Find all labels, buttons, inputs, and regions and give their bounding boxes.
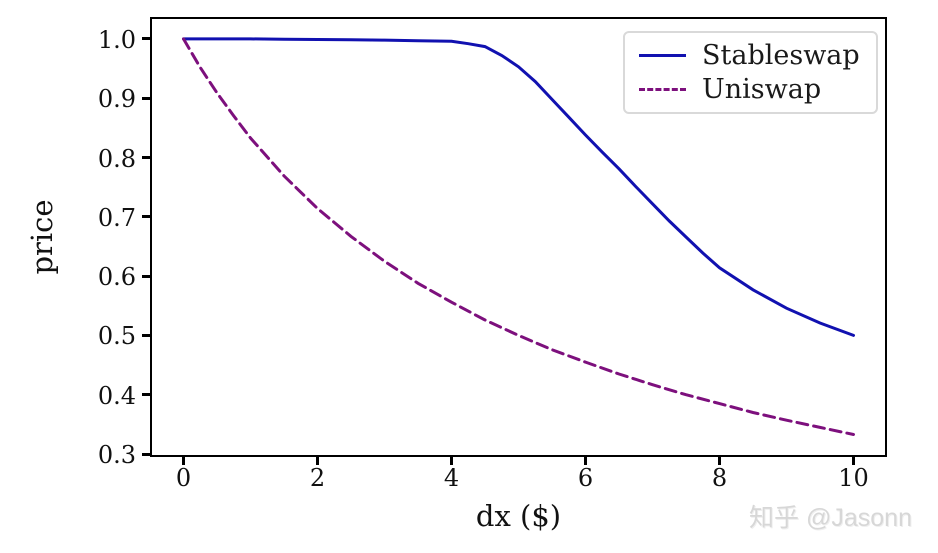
y-tick-label: 1.0: [97, 25, 136, 54]
stableswap-line-swatch: [639, 54, 686, 58]
x-tick-mark: [182, 457, 185, 465]
x-tick-label: 6: [577, 464, 594, 492]
y-tick-mark: [142, 333, 150, 337]
y-tick-label: 0.6: [97, 263, 136, 292]
y-tick-label: 0.3: [97, 441, 136, 470]
y-tick-mark: [142, 274, 150, 278]
legend-entry-uniswap: Uniswap: [639, 76, 862, 103]
x-tick-label: 2: [309, 464, 326, 492]
y-axis-label: price: [25, 199, 59, 275]
curves-canvas: [182, 37, 855, 436]
legend-label-stableswap: Stableswap: [702, 40, 860, 72]
x-tick-mark: [584, 457, 587, 465]
x-tick-mark: [718, 457, 721, 465]
x-tick-mark: [852, 457, 855, 465]
y-tick-label: 0.8: [97, 144, 136, 173]
legend: Stableswap Uniswap: [623, 31, 878, 114]
y-tick-label: 0.7: [97, 203, 136, 232]
y-tick-mark: [142, 452, 150, 456]
x-tick-label: 10: [838, 464, 869, 492]
y-tick-label: 0.4: [97, 381, 136, 410]
y-tick-mark: [142, 156, 150, 160]
stableswap-curve: [182, 37, 855, 337]
legend-entry-stableswap: Stableswap: [639, 42, 862, 69]
x-axis-label: dx ($): [475, 499, 562, 533]
y-tick-label: 0.5: [97, 322, 136, 351]
y-tick-mark: [142, 393, 150, 397]
uniswap-line-swatch: [639, 87, 686, 91]
watermark: 知乎 @Jasonn: [749, 504, 912, 532]
y-tick-mark: [142, 215, 150, 219]
x-tick-label: 0: [175, 464, 192, 492]
uniswap-curve: [182, 37, 855, 436]
x-tick-mark: [316, 457, 319, 465]
plot-area: [150, 17, 887, 457]
x-tick-label: 4: [443, 464, 460, 492]
x-tick-mark: [450, 457, 453, 465]
y-tick-mark: [142, 37, 150, 41]
legend-label-uniswap: Uniswap: [702, 73, 822, 105]
y-tick-label: 0.9: [97, 85, 136, 114]
x-tick-label: 8: [711, 464, 728, 492]
y-tick-mark: [142, 96, 150, 100]
